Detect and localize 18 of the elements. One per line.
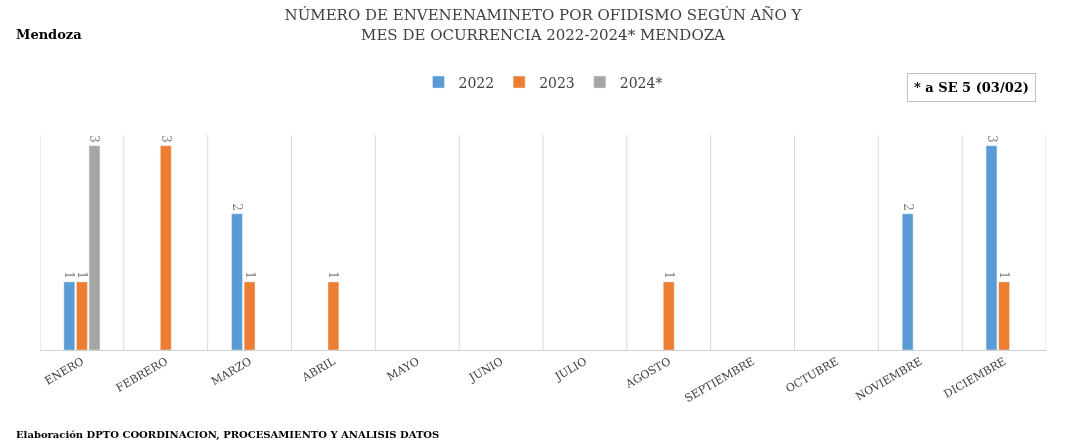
legend-label: 2023	[539, 74, 575, 91]
legend-label: 2022	[458, 74, 495, 91]
text: Elaboración DPTO COORDINACION, PROCESAMIENTO Y ANALISIS DATOS	[16, 429, 440, 441]
data-label: 3	[87, 135, 102, 143]
data-label: 2	[230, 203, 245, 211]
data-label: 2	[900, 203, 915, 211]
data-label: 3	[984, 135, 999, 143]
data-label: 1	[997, 271, 1012, 279]
data-label: 3	[158, 135, 173, 143]
legend-label: 2024*	[619, 74, 663, 91]
text: * a SE 5 (03/02)	[914, 80, 1029, 95]
text: Mendoza	[16, 27, 83, 42]
chart-title: NÚMERO DE ENVENENAMINETO POR OFIDISMO SEGÚN AÑO Y MES DE OCURRENCIA 2022-2024* MENDOZA	[284, 6, 803, 44]
data-label: 1	[242, 271, 257, 279]
data-label: 1	[326, 271, 341, 279]
data-label: 1	[74, 271, 89, 279]
data-label: 1	[661, 271, 676, 279]
data-label: 1	[62, 271, 77, 279]
